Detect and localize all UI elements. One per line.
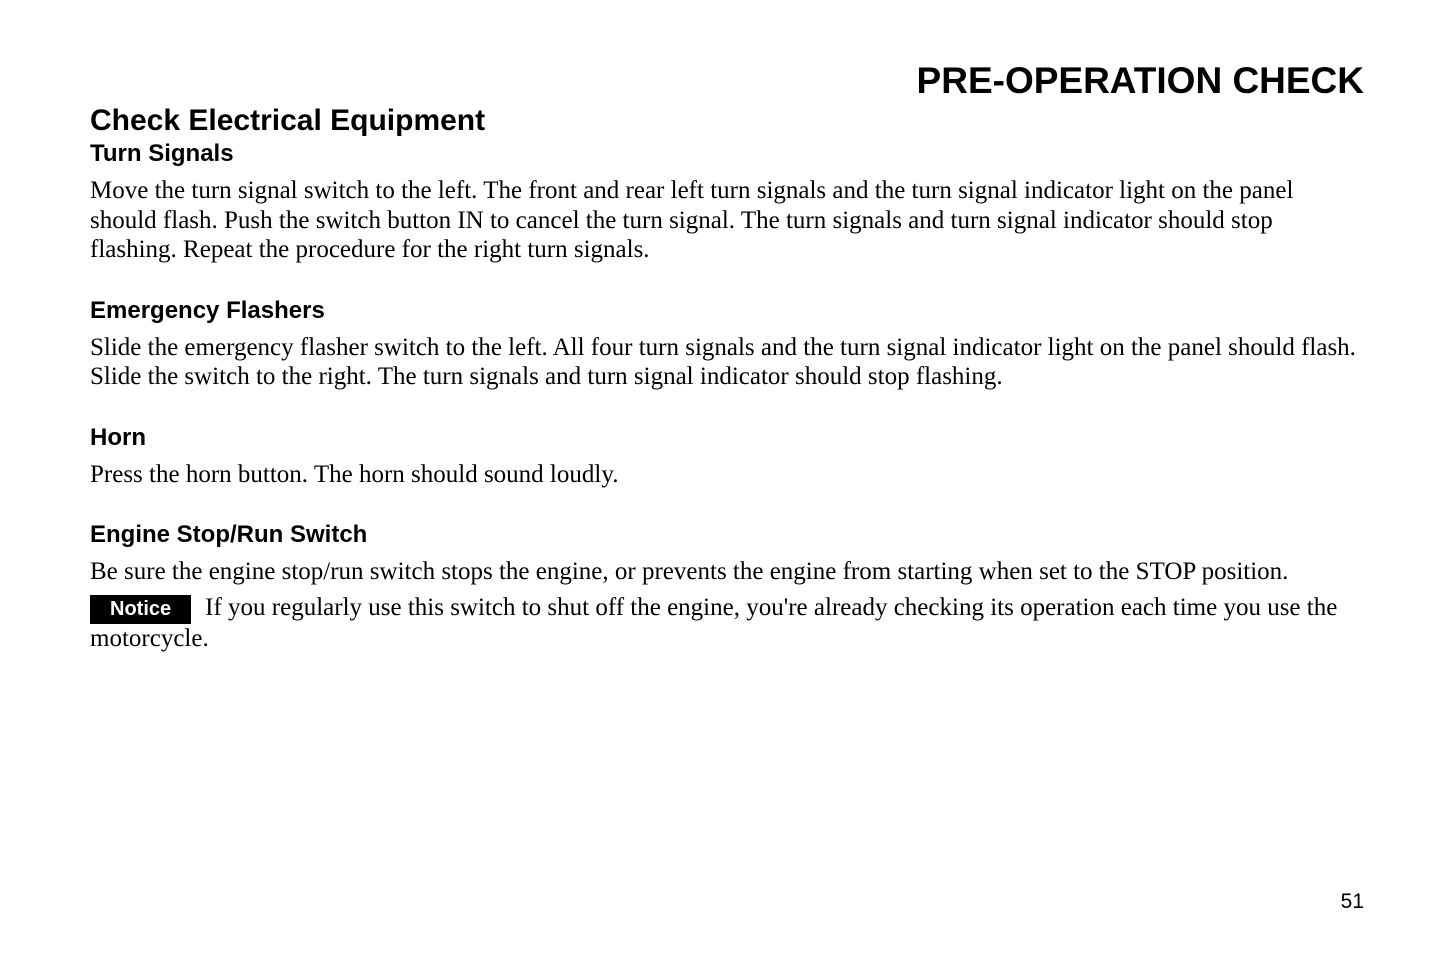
subsection-heading-engine-stop: Engine Stop/Run Switch (90, 521, 1364, 549)
subsection-heading-emergency-flashers: Emergency Flashers (90, 297, 1364, 325)
notice-paragraph: NoticeIf you regularly use this switch t… (90, 593, 1364, 654)
section-heading: Check Electrical Equipment (90, 104, 1364, 138)
body-text-engine-stop: Be sure the engine stop/run switch stops… (90, 557, 1364, 587)
body-text-turn-signals: Move the turn signal switch to the left.… (90, 176, 1364, 265)
notice-label: Notice (90, 595, 191, 625)
body-text-horn: Press the horn button. The horn should s… (90, 460, 1364, 490)
page-number: 51 (1341, 890, 1364, 914)
subsection-heading-turn-signals: Turn Signals (90, 140, 1364, 168)
notice-body-text: If you regularly use this switch to shut… (90, 594, 1337, 653)
subsection-heading-horn: Horn (90, 424, 1364, 452)
page-title: PRE-OPERATION CHECK (90, 60, 1364, 102)
body-text-emergency-flashers: Slide the emergency flasher switch to th… (90, 333, 1364, 392)
